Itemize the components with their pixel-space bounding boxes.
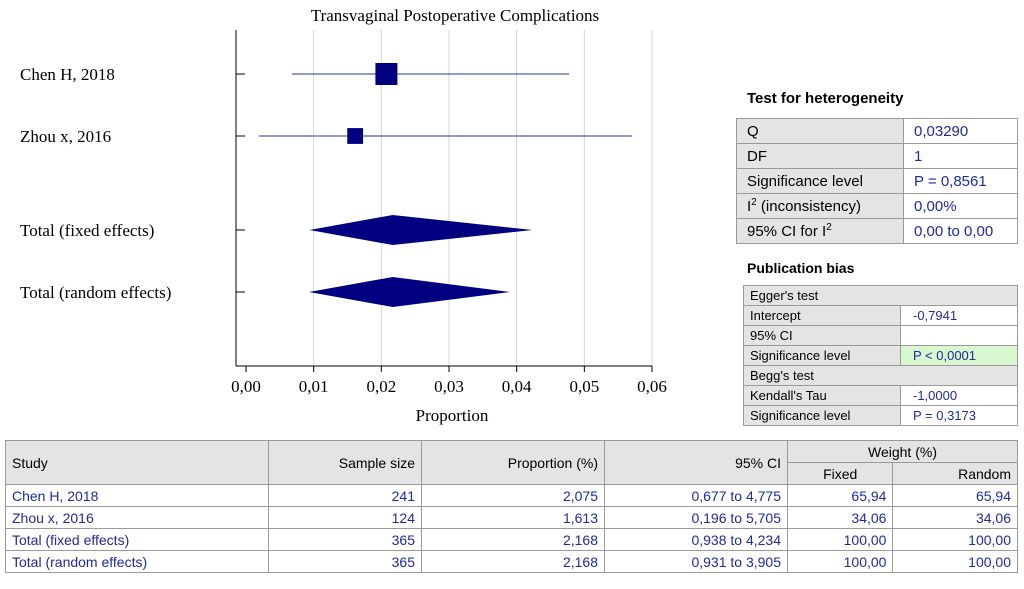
publication-bias-table: Egger's test Intercept -0,7941 95% CI Si… [743,285,1018,426]
pb-key: Intercept [744,306,901,326]
x-axis-label: Proportion [416,406,489,425]
col-weight: Weight (%) [788,441,1018,463]
cell-random: 100,00 [893,551,1018,573]
row-label: Total (fixed effects) [20,221,154,240]
het-row-i2: I2 (inconsistency) 0,00% [737,194,1018,219]
col-fixed: Fixed [788,463,893,485]
cell-ci: 0,931 to 3,905 [605,551,788,573]
begg-significance-row: Significance level P = 0,3173 [744,406,1018,426]
point-estimate-square [347,128,363,144]
pb-key: Kendall's Tau [744,386,901,406]
row-label: Zhou x, 2016 [20,127,111,146]
het-key: DF [737,144,904,169]
table-row: Total (fixed effects) 365 2,168 0,938 to… [6,529,1018,551]
col-sample-size: Sample size [269,441,422,485]
cell-sample-size: 365 [269,529,422,551]
col-ci: 95% CI [605,441,788,485]
x-tick-label: 0,06 [637,377,667,396]
het-row-significance: Significance level P = 0,8561 [737,169,1018,194]
begg-header: Begg's test [744,366,1018,386]
begg-header-row: Begg's test [744,366,1018,386]
cell-random: 65,94 [893,485,1018,507]
cell-ci: 0,196 to 5,705 [605,507,788,529]
cell-random: 100,00 [893,529,1018,551]
x-tick-label: 0,00 [231,377,261,396]
het-value: 0,03290 [904,119,1018,144]
cell-proportion: 2,075 [422,485,605,507]
tau-row: Kendall's Tau -1,0000 [744,386,1018,406]
egger-header-row: Egger's test [744,286,1018,306]
intercept-row: Intercept -0,7941 [744,306,1018,326]
publication-bias-title: Publication bias [747,260,854,276]
cell-random: 34,06 [893,507,1018,529]
x-tick-label: 0,04 [502,377,532,396]
cell-fixed: 65,94 [788,485,893,507]
het-key: Significance level [737,169,904,194]
pooled-estimate-diamond [309,215,532,245]
het-key: Q [737,119,904,144]
het-key: 95% CI for I2 [737,219,904,244]
study-table: Study Sample size Proportion (%) 95% CI … [5,440,1018,573]
cell-ci: 0,938 to 4,234 [605,529,788,551]
het-value: 1 [904,144,1018,169]
cell-proportion: 2,168 [422,529,605,551]
axes [236,30,652,372]
forest-plot: Transvaginal Postoperative Complications… [0,0,720,440]
pb-key: 95% CI [744,326,901,346]
het-row-q: Q 0,03290 [737,119,1018,144]
pb-key: Significance level [744,346,901,366]
cell-proportion: 1,613 [422,507,605,529]
data-marks [259,63,632,307]
egger-significance-row: Significance level P < 0,0001 [744,346,1018,366]
cell-fixed: 100,00 [788,529,893,551]
col-study: Study [6,441,269,485]
pb-value: -1,0000 [901,386,1018,406]
col-random: Random [893,463,1018,485]
het-value: P = 0,8561 [904,169,1018,194]
het-row-ci-i2: 95% CI for I2 0,00 to 0,00 [737,219,1018,244]
egger-header: Egger's test [744,286,1018,306]
chart-title: Transvaginal Postoperative Complications [311,6,599,25]
het-value: 0,00% [904,194,1018,219]
pb-value: -0,7941 [901,306,1018,326]
cell-fixed: 100,00 [788,551,893,573]
x-tick-label: 0,03 [434,377,464,396]
pb-value [901,326,1018,346]
het-key: I2 (inconsistency) [737,194,904,219]
cell-study: Chen H, 2018 [6,485,269,507]
row-label: Chen H, 2018 [20,65,115,84]
cell-sample-size: 241 [269,485,422,507]
cell-study: Total (fixed effects) [6,529,269,551]
cell-proportion: 2,168 [422,551,605,573]
row-label: Total (random effects) [20,283,171,302]
heterogeneity-table: Q 0,03290 DF 1 Significance level P = 0,… [736,118,1018,244]
cell-study: Total (random effects) [6,551,269,573]
cell-fixed: 34,06 [788,507,893,529]
col-proportion: Proportion (%) [422,441,605,485]
heterogeneity-title: Test for heterogeneity [747,90,903,107]
table-row: Total (random effects) 365 2,168 0,931 t… [6,551,1018,573]
cell-sample-size: 365 [269,551,422,573]
x-tick-label: 0,01 [299,377,329,396]
cell-sample-size: 124 [269,507,422,529]
cell-ci: 0,677 to 4,775 [605,485,788,507]
egger-ci-row: 95% CI [744,326,1018,346]
pb-value: P = 0,3173 [901,406,1018,426]
gridlines [314,30,652,366]
x-tick-label: 0,02 [366,377,396,396]
x-tick-label: 0,05 [569,377,599,396]
study-labels: Chen H, 2018 Zhou x, 2016 Total (fixed eff… [20,65,171,302]
pb-key: Significance level [744,406,901,426]
x-tick-labels: 0,00 0,01 0,02 0,03 0,04 0,05 0,06 [231,377,667,396]
pooled-estimate-diamond [309,277,510,307]
pb-value-highlight: P < 0,0001 [901,346,1018,366]
table-row: Zhou x, 2016 124 1,613 0,196 to 5,705 34… [6,507,1018,529]
het-value: 0,00 to 0,00 [904,219,1018,244]
table-header-row: Study Sample size Proportion (%) 95% CI … [6,441,1018,463]
point-estimate-square [375,63,397,85]
cell-study: Zhou x, 2016 [6,507,269,529]
table-row: Chen H, 2018 241 2,075 0,677 to 4,775 65… [6,485,1018,507]
het-row-df: DF 1 [737,144,1018,169]
